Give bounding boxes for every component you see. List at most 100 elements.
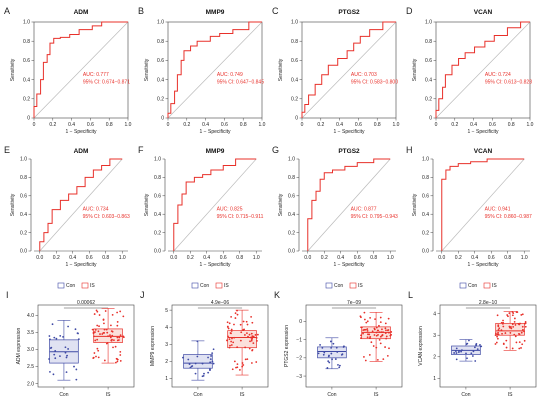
legend-label-con: Con (468, 283, 477, 289)
data-point (96, 310, 99, 313)
box-is (91, 308, 125, 364)
data-point (511, 323, 514, 326)
data-point (360, 337, 362, 340)
data-point (378, 324, 380, 327)
data-point (103, 359, 106, 362)
legend-label-con: Con (334, 283, 343, 289)
auc-label: AUC: 0.941 (485, 207, 511, 213)
roc-panel-b: B MMP9 0 0.2 0.4 0.6 0.8 1.0 0 0.2 0.4 0.6 0.8 1.0 1 −… (138, 6, 266, 135)
data-point (201, 362, 204, 365)
data-point (256, 339, 258, 342)
data-point (470, 352, 473, 355)
data-point (521, 343, 524, 346)
y-tick-label: 0.4 (422, 212, 429, 218)
pvalue-label: 2.8e−10 (479, 300, 497, 306)
y-axis-label: Sensitivity (144, 193, 150, 216)
plot-frame (301, 21, 397, 119)
data-point (236, 346, 239, 349)
data-point (331, 358, 333, 361)
x-tick-label: 0.6 (355, 122, 362, 128)
x-tick-label: 1.0 (259, 122, 266, 128)
data-point (230, 328, 233, 331)
data-point (75, 368, 78, 371)
ci-label: 95% CI: 0.795−0.943 (351, 214, 398, 220)
data-point (255, 361, 258, 363)
y-tick-label: 0.2 (288, 230, 295, 236)
data-point (457, 351, 460, 354)
data-point (242, 364, 245, 366)
data-point (92, 357, 95, 359)
data-point (67, 325, 69, 328)
data-point (59, 355, 61, 358)
data-point (336, 351, 339, 353)
data-point (364, 328, 367, 331)
data-point (235, 366, 237, 369)
data-point (52, 373, 55, 376)
panel-letter: H (406, 145, 413, 155)
box-is (226, 309, 259, 376)
panel-letter: B (138, 6, 144, 16)
data-point (54, 350, 57, 352)
box-is (494, 310, 527, 351)
data-point (366, 320, 369, 323)
legend-key-is (483, 282, 491, 289)
data-point (196, 340, 199, 343)
data-point (230, 330, 233, 332)
data-point (119, 354, 122, 356)
y-axis-label: Sensitivity (278, 193, 284, 216)
data-point (62, 336, 64, 338)
y-tick-label: 1 (165, 376, 168, 382)
data-point (246, 358, 249, 360)
data-point (244, 346, 247, 349)
roc-curve (435, 21, 530, 118)
y-axis-label: Sensitivity (10, 58, 16, 81)
y-tick-label: −2 (296, 356, 302, 362)
y-axis-label: Sensitivity (144, 58, 150, 81)
data-point (507, 315, 509, 318)
data-point (241, 365, 244, 368)
y-tick-label: 2.0 (27, 381, 34, 387)
data-point (366, 328, 369, 330)
y-axis-label: PTGS2 expression (284, 325, 290, 367)
panel-letter: G (272, 145, 279, 155)
roc-panel-h: H VCAN 0.0 0.2 0.4 0.6 0.8 1.0 0.0 0.2 0.4 0.6 0.8 1.… (406, 145, 532, 268)
auc-label: AUC: 0.825 (217, 207, 243, 213)
data-point (370, 341, 373, 344)
panel-letter: C (272, 6, 279, 16)
data-point (390, 333, 392, 336)
reference-diagonal (435, 21, 531, 119)
data-point (189, 366, 192, 369)
data-point (323, 351, 326, 354)
data-point (239, 323, 242, 326)
data-point (250, 315, 253, 318)
data-point (520, 314, 523, 316)
pvalue-label: 4.9e−06 (211, 300, 229, 306)
x-tick-label: 0.8 (508, 122, 515, 128)
y-tick-label: 2.5 (27, 364, 34, 370)
data-point (191, 365, 194, 367)
x-tick-label: Con (327, 392, 336, 398)
data-point (55, 337, 58, 340)
data-point (211, 352, 214, 355)
y-tick-label: −1 (296, 337, 302, 343)
data-point (256, 333, 259, 336)
data-point (97, 330, 100, 333)
data-point (96, 338, 99, 341)
data-point (230, 332, 232, 335)
data-point (366, 336, 369, 339)
data-point (384, 327, 387, 330)
plot-frame (435, 21, 531, 119)
data-point (378, 338, 381, 341)
data-point (95, 355, 97, 358)
x-tick-label: 0.4 (68, 122, 75, 128)
data-point (242, 320, 245, 323)
x-tick-label: 0.8 (374, 122, 381, 128)
x-axis-label: 1 − Specificity (334, 129, 365, 135)
data-point (332, 342, 335, 345)
x-axis-label: 1 − Specificity (66, 129, 97, 135)
data-point (102, 319, 105, 321)
x-axis-label: 1 − Specificity (468, 262, 499, 268)
y-tick-label: 0.0 (20, 249, 27, 255)
data-point (465, 352, 467, 355)
roc-panel-e: E ADM 0.0 0.2 0.4 0.6 0.8 1.0 0.0 0.2 0.4 0.6 0.8 1.0… (4, 145, 130, 268)
